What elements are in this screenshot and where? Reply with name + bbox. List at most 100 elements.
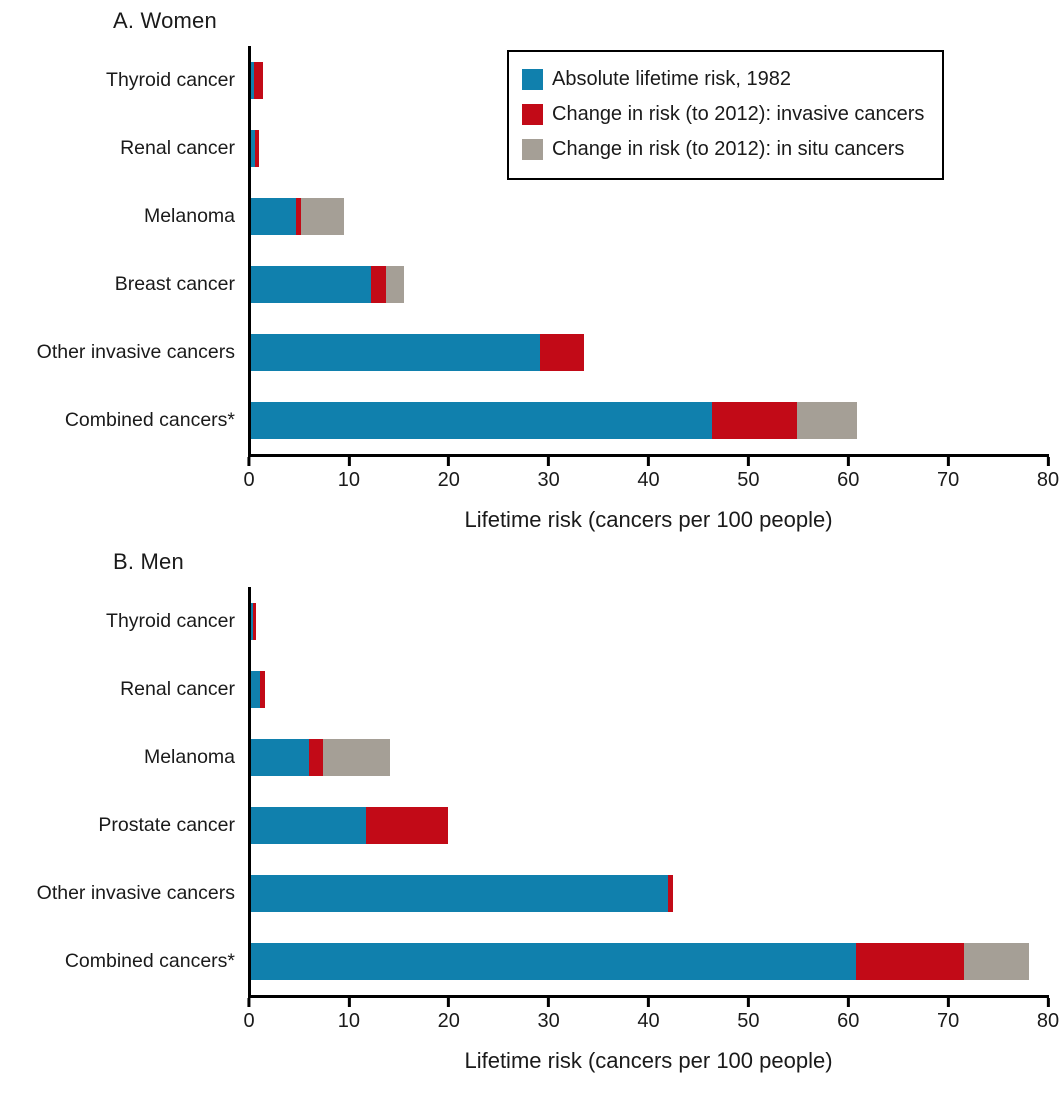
chart-area-men: Thyroid cancer Renal cancer Melanoma Prosta…	[0, 587, 1064, 998]
bar-segment-invasive	[308, 738, 323, 776]
tick-label: 70	[937, 1010, 960, 1032]
bar-segment-insitu	[322, 738, 390, 776]
x-axis-title: Lifetime risk (cancers per 100 people)	[464, 1048, 833, 1073]
tick-mark	[746, 457, 750, 466]
bar-segment-invasive	[856, 942, 965, 980]
bar-segment-invasive	[252, 602, 256, 640]
stacked-bar	[251, 129, 1049, 167]
bar-segment-base	[251, 333, 541, 371]
category-label: Other invasive cancers	[36, 340, 235, 363]
bar-track	[251, 655, 1049, 723]
stacked-bar	[251, 874, 1049, 912]
tick-mark	[846, 998, 850, 1007]
category-label: Combined cancers*	[64, 949, 235, 972]
bar-track	[251, 927, 1049, 995]
legend-item-insitu: Change in risk (to 2012): in situ cancer…	[522, 132, 924, 166]
bar-segment-insitu	[796, 401, 858, 439]
panel-women: A. Women Thyroid cancer Renal cancer Melan…	[0, 8, 1064, 533]
tick-mark	[1046, 457, 1050, 466]
legend-swatch-red	[522, 103, 543, 125]
bar-track	[251, 318, 1049, 386]
x-axis-tick: 30	[538, 998, 560, 1033]
bar-segment-base	[251, 874, 668, 912]
category-label: Melanoma	[143, 745, 235, 768]
tick-label: 0	[243, 469, 255, 491]
stacked-bar	[251, 602, 1049, 640]
bar-track	[251, 46, 1049, 114]
bar-track	[251, 587, 1049, 655]
x-axis-tick: 70	[937, 457, 959, 492]
stacked-bar	[251, 806, 1049, 844]
bar-segment-invasive	[254, 129, 259, 167]
bar-segment-base	[251, 129, 255, 167]
category-labels: Thyroid cancer Renal cancer Melanoma Breast…	[0, 46, 248, 457]
bar-segment-invasive	[370, 265, 386, 303]
bar-segment-base	[251, 61, 254, 99]
tick-label: 30	[537, 1010, 560, 1032]
stacked-bar	[251, 670, 1049, 708]
bar-track	[251, 791, 1049, 859]
tick-mark	[247, 457, 251, 466]
tick-mark	[547, 998, 551, 1007]
bar-segment-invasive	[253, 61, 263, 99]
tick-mark	[347, 998, 351, 1007]
legend-label: Absolute lifetime risk, 1982	[552, 67, 792, 90]
bar-segment-base	[251, 401, 712, 439]
legend-swatch-blue	[522, 68, 543, 90]
x-axis-tick: 60	[837, 998, 859, 1033]
x-axis-title: Lifetime risk (cancers per 100 people)	[464, 507, 833, 532]
bar-track	[251, 859, 1049, 927]
tick-label: 20	[437, 1010, 460, 1032]
x-axis-ticks: 0 10 20 30 40 50 60 70 80	[243, 998, 1059, 1042]
tick-mark	[946, 457, 950, 466]
tick-mark	[547, 457, 551, 466]
stacked-bar	[251, 333, 1049, 371]
bar-segment-base	[251, 265, 371, 303]
tick-mark	[447, 457, 451, 466]
bar-track	[251, 114, 1049, 182]
category-label: Thyroid cancer	[106, 609, 235, 632]
x-axis-tick: 30	[538, 457, 560, 492]
stacked-bar	[251, 265, 1049, 303]
stacked-bar	[251, 401, 1049, 439]
tick-mark	[447, 998, 451, 1007]
chart-area-women: Thyroid cancer Renal cancer Melanoma Breast…	[0, 46, 1064, 457]
category-label: Thyroid cancer	[106, 68, 235, 91]
category-labels: Thyroid cancer Renal cancer Melanoma Prosta…	[0, 587, 248, 998]
bar-segment-invasive	[365, 806, 449, 844]
stacked-bar	[251, 61, 1049, 99]
x-axis-tick: 20	[438, 457, 460, 492]
bar-segment-base	[251, 738, 309, 776]
x-axis-tick: 80	[1037, 998, 1059, 1033]
panel-title-women: A. Women	[113, 8, 217, 33]
tick-label: 10	[337, 469, 360, 491]
tick-label: 40	[637, 1010, 660, 1032]
x-axis-tick: 20	[438, 998, 460, 1033]
tick-label: 40	[637, 469, 660, 491]
plot-area	[248, 46, 1049, 457]
tick-mark	[946, 998, 950, 1007]
x-axis-tick: 50	[737, 998, 760, 1033]
x-axis-tick: 40	[637, 457, 660, 492]
tick-label: 60	[837, 1010, 860, 1032]
tick-label: 60	[837, 469, 860, 491]
legend-item-base: Absolute lifetime risk, 1982	[522, 62, 924, 96]
legend-label: Change in risk (to 2012): invasive cance…	[552, 102, 925, 125]
x-axis-tick: 10	[338, 457, 360, 492]
x-axis-tick: 50	[737, 457, 760, 492]
legend-item-invasive: Change in risk (to 2012): invasive cance…	[522, 97, 924, 131]
category-label: Prostate cancer	[98, 813, 235, 836]
panel-men: B. Men Thyroid cancer Renal cancer Melanom…	[0, 549, 1064, 1074]
bar-segment-base	[251, 670, 260, 708]
bar-segment-invasive	[259, 670, 265, 708]
x-axis-tick: 0	[243, 998, 255, 1033]
x-axis-tick: 10	[338, 998, 360, 1033]
bar-segment-base	[251, 806, 366, 844]
bar-track	[251, 723, 1049, 791]
bar-segment-invasive	[295, 197, 301, 235]
stacked-bar	[251, 942, 1049, 980]
legend-swatch-gray	[522, 138, 543, 160]
tick-label: 20	[437, 469, 460, 491]
bar-track	[251, 250, 1049, 318]
category-label: Melanoma	[143, 204, 235, 227]
